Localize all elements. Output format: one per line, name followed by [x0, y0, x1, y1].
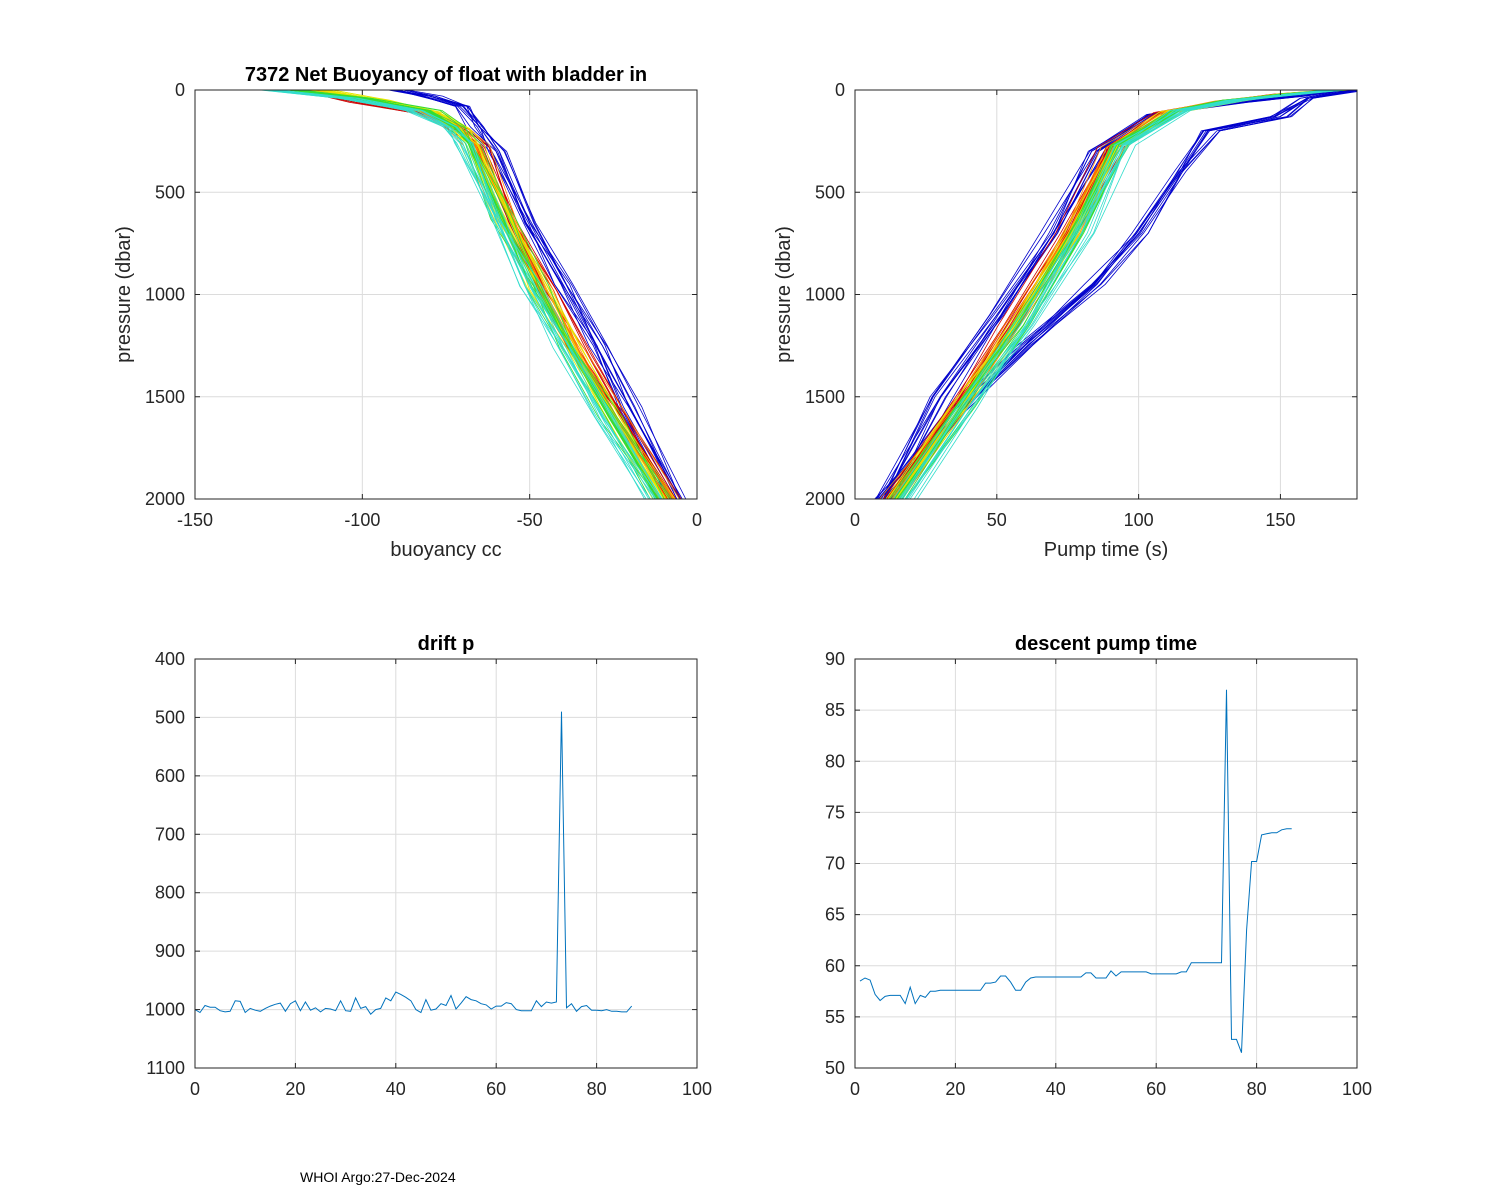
y-tick-label: 1500: [145, 387, 185, 407]
y-tick-label: 500: [815, 182, 845, 202]
y-tick-label: 65: [825, 905, 845, 925]
y-tick-label: 400: [155, 649, 185, 669]
y-tick-label: 1500: [805, 387, 845, 407]
plot-area: [259, 90, 687, 499]
y-tick-label: 70: [825, 854, 845, 874]
y-tick-label: 700: [155, 824, 185, 844]
series-line-drift-p: [195, 711, 633, 1015]
chart-title: descent pump time: [1015, 633, 1197, 655]
y-tick-label: 50: [825, 1058, 845, 1078]
series-line-cycles-cyan-group-: [265, 90, 657, 499]
y-tick-label: 90: [825, 649, 845, 669]
series-line-cycles-cyan-group-: [902, 90, 1331, 499]
y-axis-label: pressure (dbar): [773, 226, 795, 363]
series-line-cycles-blue-group-: [405, 90, 682, 499]
x-tick-label: 60: [1146, 1079, 1166, 1099]
y-tick-label: 60: [825, 956, 845, 976]
x-tick-label: 100: [1342, 1079, 1372, 1099]
drift-pressure-plot: 0 20 40 60 80 100 400 500 600 700 800 900 1000 1100 dr…: [145, 633, 712, 1099]
chart-title: drift p: [418, 633, 475, 655]
x-tick-label: 60: [486, 1079, 506, 1099]
y-tick-label: 0: [175, 80, 185, 100]
y-tick-label: 2000: [145, 489, 185, 509]
series-line-cycles-cyan-group-: [913, 90, 1340, 499]
x-tick-label: 80: [1247, 1079, 1267, 1099]
x-tick-label: 40: [1046, 1079, 1066, 1099]
x-tick-label: -50: [517, 510, 543, 530]
y-tick-label: 500: [155, 707, 185, 727]
footer-text: WHOI Argo:27-Dec-2024: [300, 1169, 456, 1185]
plot-area: [195, 711, 633, 1015]
x-tick-label: 0: [850, 1079, 860, 1099]
y-tick-label: 2000: [805, 489, 845, 509]
y-tick-label: 85: [825, 700, 845, 720]
series-line-cycles-blue-group-: [397, 90, 680, 499]
x-tick-label: -150: [177, 510, 213, 530]
axes-box: [194, 658, 698, 1069]
y-tick-label: 800: [155, 883, 185, 903]
y-tick-label: 1000: [145, 285, 185, 305]
descent-pump-time-plot: 0 20 40 60 80 100 50 55 60 65 70 75 80 85 90 descent pu…: [825, 633, 1372, 1099]
x-tick-label: 80: [587, 1079, 607, 1099]
y-tick-label: 55: [825, 1007, 845, 1027]
series-line-descent-pump-time: [859, 689, 1292, 1053]
buoyancy-plot: -150 -100 -50 0 0 500 1000 1500 2000 7372 Net Buo…: [113, 64, 702, 561]
y-axis-label: pressure (dbar): [113, 226, 135, 363]
y-tick-label: 1000: [805, 285, 845, 305]
y-tick-label: 600: [155, 766, 185, 786]
x-tick-label: 50: [987, 510, 1007, 530]
x-tick-label: 20: [285, 1079, 305, 1099]
y-tick-label: 0: [835, 80, 845, 100]
series-line-cycles-blue-group-: [402, 90, 681, 499]
x-tick-label: -100: [344, 510, 380, 530]
x-axis-label: buoyancy cc: [390, 539, 501, 561]
series-line-cycles-blue-group-: [395, 90, 678, 499]
x-tick-label: 100: [682, 1079, 712, 1099]
series-line-cycles-blue-group-b-: [895, 91, 1357, 499]
series-line-cycles-cyan-group-: [273, 90, 656, 499]
series-line-cycles-green-group-: [300, 90, 665, 499]
x-axis-label: Pump time (s): [1044, 539, 1168, 561]
x-tick-label: 100: [1124, 510, 1154, 530]
y-tick-label: 1000: [145, 1000, 185, 1020]
x-tick-label: 0: [190, 1079, 200, 1099]
y-tick-label: 75: [825, 802, 845, 822]
y-tick-label: 80: [825, 751, 845, 771]
x-tick-label: 0: [692, 510, 702, 530]
series-line-cycles-cyan-group-: [277, 90, 662, 499]
chart-title: 7372 Net Buoyancy of float with bladder …: [245, 64, 647, 86]
plot-area: [874, 90, 1357, 499]
x-tick-label: 20: [945, 1079, 965, 1099]
y-tick-label: 900: [155, 941, 185, 961]
y-tick-label: 1100: [146, 1058, 185, 1078]
y-tick-label: 500: [155, 182, 185, 202]
x-tick-label: 40: [386, 1079, 406, 1099]
series-line-cycles-blue-group-: [407, 90, 687, 499]
plot-area: [859, 689, 1292, 1053]
x-tick-label: 0: [850, 510, 860, 530]
x-tick-label: 150: [1265, 510, 1295, 530]
